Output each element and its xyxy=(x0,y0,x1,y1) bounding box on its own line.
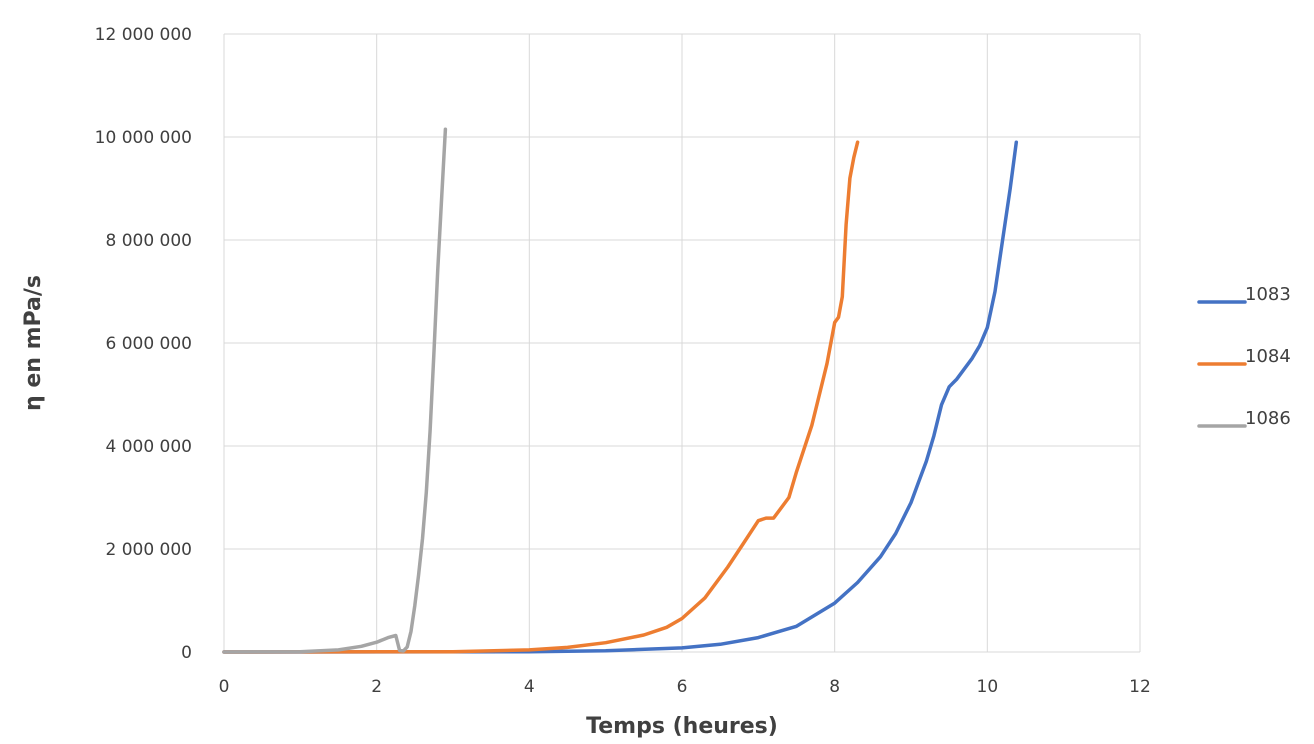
series-line-1083 xyxy=(222,140,1019,654)
y-axis-title: η en mPa/s xyxy=(21,275,46,411)
x-tick-label: 2 xyxy=(371,677,382,697)
legend-label-1086: 1086 xyxy=(1245,408,1291,429)
series-group xyxy=(222,127,1019,654)
x-axis-title: Temps (heures) xyxy=(586,714,778,739)
x-tick-label: 6 xyxy=(677,677,688,697)
x-tick-label: 0 xyxy=(219,677,230,697)
y-tick-label: 8 000 000 xyxy=(105,231,192,251)
y-tick-label: 12 000 000 xyxy=(95,25,192,45)
x-tick-label: 4 xyxy=(524,677,535,697)
y-tick-label: 6 000 000 xyxy=(105,334,192,354)
y-tick-label: 10 000 000 xyxy=(95,128,192,148)
legend-label-1084: 1084 xyxy=(1245,346,1291,367)
x-tick-labels: 0 2 4 6 8 10 12 xyxy=(219,677,1151,697)
legend: 1083 1084 1086 xyxy=(1197,284,1291,429)
x-tick-label: 10 xyxy=(977,677,999,697)
x-tick-label: 12 xyxy=(1129,677,1151,697)
y-tick-label: 0 xyxy=(181,643,192,663)
y-tick-labels: 0 2 000 000 4 000 000 6 000 000 8 000 000 10 … xyxy=(95,25,192,663)
y-tick-label: 2 000 000 xyxy=(105,540,192,560)
grid xyxy=(223,33,1141,653)
legend-label-1083: 1083 xyxy=(1245,284,1291,305)
y-tick-label: 4 000 000 xyxy=(105,437,192,457)
series-line-1084 xyxy=(222,140,860,654)
x-tick-label: 8 xyxy=(829,677,840,697)
series-line-1086 xyxy=(222,127,448,654)
